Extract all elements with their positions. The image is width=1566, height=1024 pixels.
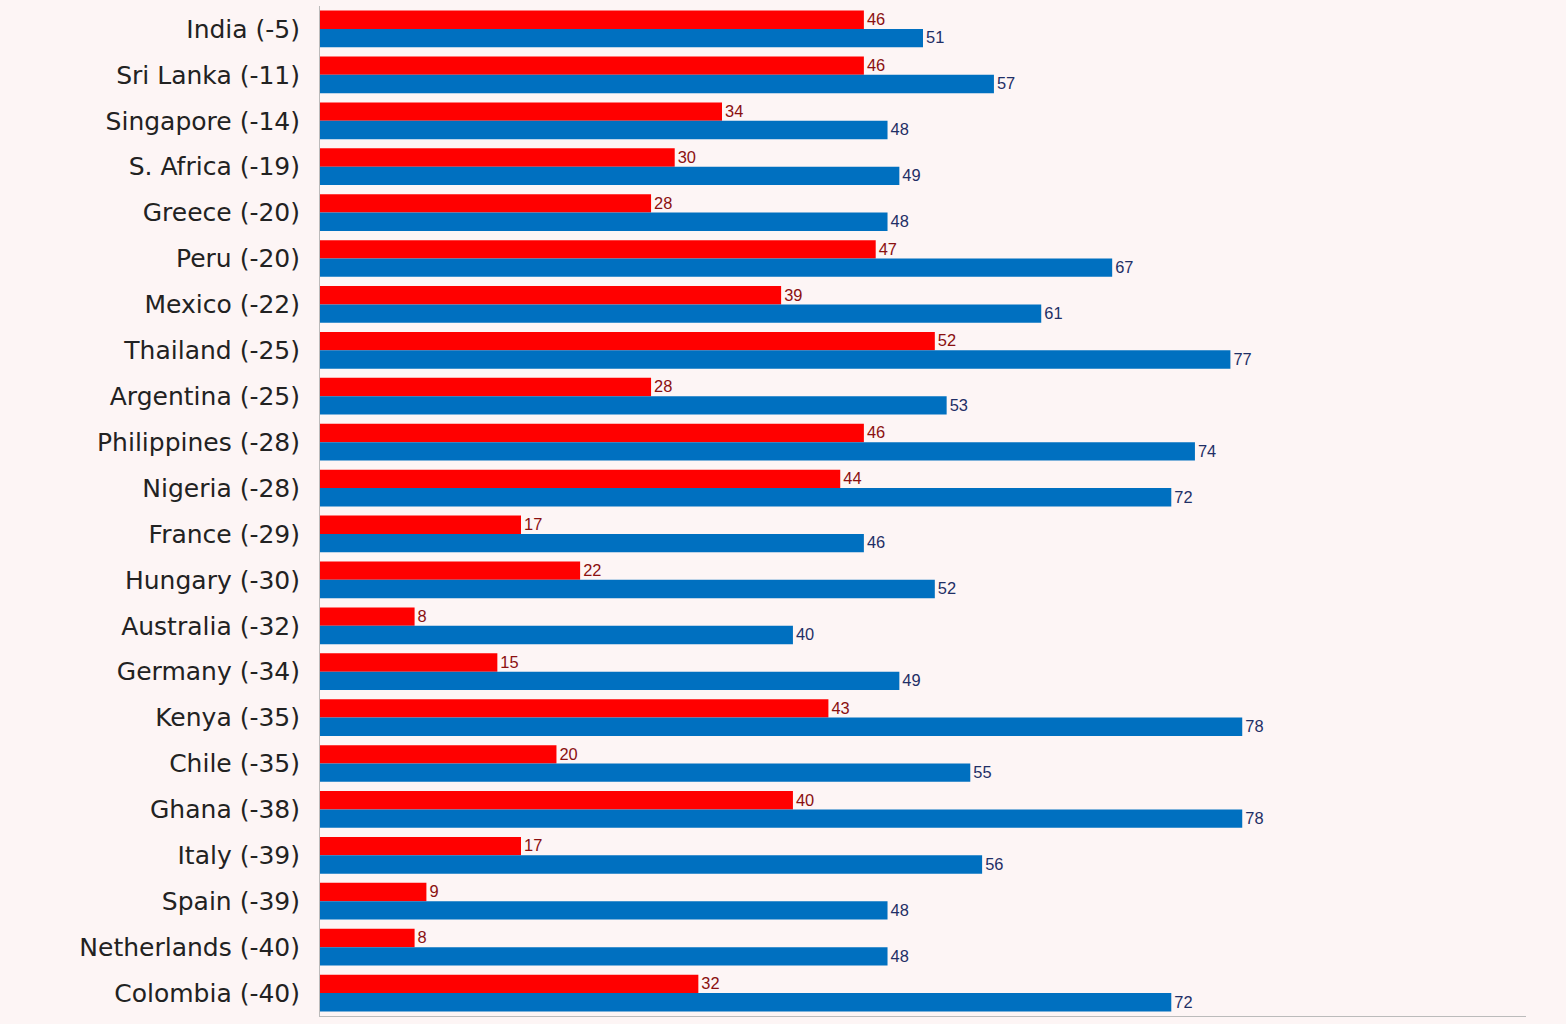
- svg-text:30: 30: [678, 148, 696, 166]
- svg-text:77: 77: [1233, 350, 1251, 368]
- svg-text:Mexico (-22): Mexico (-22): [144, 290, 300, 319]
- svg-text:9: 9: [429, 882, 438, 900]
- svg-text:Australia (-32): Australia (-32): [121, 612, 300, 641]
- svg-text:49: 49: [902, 671, 920, 689]
- svg-text:Colombia (-40): Colombia (-40): [114, 979, 300, 1008]
- svg-text:43: 43: [831, 699, 849, 717]
- svg-text:55: 55: [973, 763, 991, 781]
- svg-text:Italy (-39): Italy (-39): [177, 841, 300, 870]
- svg-text:67: 67: [1115, 258, 1133, 276]
- svg-text:Thailand (-25): Thailand (-25): [123, 336, 300, 365]
- svg-text:72: 72: [1174, 488, 1192, 506]
- svg-text:Ghana (-38): Ghana (-38): [150, 795, 300, 824]
- svg-text:Sri Lanka (-11): Sri Lanka (-11): [116, 61, 300, 90]
- svg-text:22: 22: [583, 561, 601, 579]
- svg-text:56: 56: [985, 855, 1003, 873]
- svg-text:India (-5): India (-5): [186, 15, 300, 44]
- svg-text:40: 40: [796, 791, 814, 809]
- svg-text:Germany (-34): Germany (-34): [117, 657, 300, 686]
- svg-text:Singapore (-14): Singapore (-14): [106, 107, 300, 136]
- svg-text:39: 39: [784, 286, 802, 304]
- svg-text:78: 78: [1245, 809, 1263, 827]
- svg-text:Chile (-35): Chile (-35): [169, 749, 300, 778]
- svg-text:15: 15: [500, 653, 518, 671]
- svg-text:48: 48: [891, 901, 909, 919]
- svg-text:61: 61: [1044, 304, 1062, 322]
- svg-text:78: 78: [1245, 717, 1263, 735]
- svg-text:48: 48: [891, 212, 909, 230]
- svg-text:48: 48: [891, 120, 909, 138]
- svg-text:48: 48: [891, 947, 909, 965]
- svg-text:74: 74: [1198, 442, 1216, 460]
- svg-text:8: 8: [418, 928, 427, 946]
- svg-text:Spain (-39): Spain (-39): [162, 887, 300, 916]
- svg-text:46: 46: [867, 533, 885, 551]
- svg-text:51: 51: [926, 28, 944, 46]
- svg-text:46: 46: [867, 423, 885, 441]
- svg-text:52: 52: [938, 331, 956, 349]
- svg-text:S. Africa (-19): S. Africa (-19): [129, 152, 300, 181]
- svg-text:52: 52: [938, 579, 956, 597]
- svg-text:32: 32: [701, 974, 719, 992]
- svg-text:57: 57: [997, 74, 1015, 92]
- svg-text:49: 49: [902, 166, 920, 184]
- svg-text:28: 28: [654, 377, 672, 395]
- svg-text:Greece (-20): Greece (-20): [143, 198, 300, 227]
- svg-text:72: 72: [1174, 993, 1192, 1011]
- svg-text:Kenya (-35): Kenya (-35): [155, 703, 300, 732]
- svg-text:34: 34: [725, 102, 743, 120]
- svg-text:46: 46: [867, 10, 885, 28]
- svg-text:Nigeria (-28): Nigeria (-28): [142, 474, 300, 503]
- svg-text:Hungary (-30): Hungary (-30): [125, 566, 300, 595]
- svg-text:17: 17: [524, 515, 542, 533]
- svg-text:44: 44: [843, 469, 861, 487]
- svg-text:17: 17: [524, 836, 542, 854]
- svg-text:Philippines (-28): Philippines (-28): [97, 428, 300, 457]
- svg-text:28: 28: [654, 194, 672, 212]
- svg-text:Argentina (-25): Argentina (-25): [110, 382, 300, 411]
- svg-text:20: 20: [559, 745, 577, 763]
- svg-text:Peru (-20): Peru (-20): [176, 244, 300, 273]
- svg-text:40: 40: [796, 625, 814, 643]
- svg-text:46: 46: [867, 56, 885, 74]
- svg-text:53: 53: [950, 396, 968, 414]
- svg-text:France (-29): France (-29): [149, 520, 300, 549]
- svg-text:8: 8: [418, 607, 427, 625]
- svg-text:Netherlands (-40): Netherlands (-40): [79, 933, 300, 962]
- svg-text:47: 47: [879, 240, 897, 258]
